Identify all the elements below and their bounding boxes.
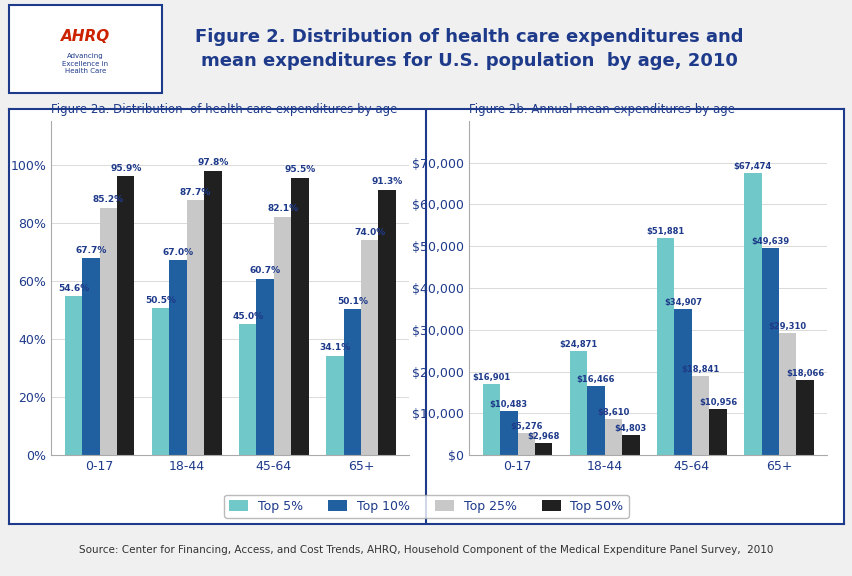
Bar xyxy=(778,333,796,455)
Bar xyxy=(517,433,534,455)
Bar xyxy=(796,380,813,455)
Bar xyxy=(656,238,674,455)
Legend: Top 5%, Top 10%, Top 25%, Top 50%: Top 5%, Top 10%, Top 25%, Top 50% xyxy=(224,495,628,518)
Text: 45.0%: 45.0% xyxy=(232,312,263,321)
Bar xyxy=(482,384,499,455)
Text: $10,483: $10,483 xyxy=(489,400,527,409)
Bar xyxy=(325,356,343,455)
Text: 95.9%: 95.9% xyxy=(110,164,141,173)
Bar xyxy=(674,309,691,455)
Bar xyxy=(343,309,360,455)
Text: 67.7%: 67.7% xyxy=(75,246,106,255)
Text: $18,841: $18,841 xyxy=(681,365,719,374)
Text: $51,881: $51,881 xyxy=(646,228,684,236)
Text: Figure 2b. Annual mean expenditures by age: Figure 2b. Annual mean expenditures by a… xyxy=(469,103,734,116)
Text: $5,276: $5,276 xyxy=(509,422,542,431)
Text: Advancing
Excellence in
Health Care: Advancing Excellence in Health Care xyxy=(62,53,108,74)
Bar xyxy=(360,240,378,455)
Text: $4,803: $4,803 xyxy=(614,424,646,433)
Text: $24,871: $24,871 xyxy=(559,340,597,349)
Text: $2,968: $2,968 xyxy=(527,431,559,441)
Bar xyxy=(604,419,621,455)
Text: 54.6%: 54.6% xyxy=(58,284,89,293)
Text: Figure 2a. Distribution  of health care expenditures by age: Figure 2a. Distribution of health care e… xyxy=(51,103,397,116)
Text: $29,310: $29,310 xyxy=(768,321,806,331)
Text: $16,901: $16,901 xyxy=(472,373,510,382)
Text: 91.3%: 91.3% xyxy=(371,177,402,186)
Bar xyxy=(761,248,778,455)
Text: 60.7%: 60.7% xyxy=(250,266,280,275)
Bar xyxy=(378,190,395,455)
Bar xyxy=(169,260,187,455)
Text: Figure 2. Distribution of health care expenditures and
mean expenditures for U.S: Figure 2. Distribution of health care ex… xyxy=(194,28,743,70)
Text: $67,474: $67,474 xyxy=(733,162,771,171)
Bar xyxy=(117,176,135,455)
FancyBboxPatch shape xyxy=(9,5,162,93)
Text: $16,466: $16,466 xyxy=(576,375,614,384)
Text: 82.1%: 82.1% xyxy=(267,204,298,213)
Text: 34.1%: 34.1% xyxy=(319,343,350,353)
Bar xyxy=(291,177,308,455)
Text: 87.7%: 87.7% xyxy=(180,188,211,197)
Bar xyxy=(691,376,709,455)
Bar xyxy=(152,308,169,455)
Text: $49,639: $49,639 xyxy=(751,237,788,245)
Bar xyxy=(204,171,222,455)
Text: 95.5%: 95.5% xyxy=(284,165,315,174)
Bar xyxy=(100,207,117,455)
Bar xyxy=(239,324,256,455)
Bar xyxy=(256,279,273,455)
Bar xyxy=(82,259,100,455)
Bar xyxy=(621,435,639,455)
Text: 97.8%: 97.8% xyxy=(197,158,228,168)
Text: $34,907: $34,907 xyxy=(664,298,701,307)
Bar xyxy=(709,410,726,455)
Text: 50.5%: 50.5% xyxy=(145,296,176,305)
Bar xyxy=(569,351,586,455)
Bar xyxy=(586,386,604,455)
Text: $8,610: $8,610 xyxy=(596,408,629,417)
Text: 85.2%: 85.2% xyxy=(93,195,124,204)
Text: Source: Center for Financing, Access, and Cost Trends, AHRQ, Household Component: Source: Center for Financing, Access, an… xyxy=(79,545,773,555)
Text: 74.0%: 74.0% xyxy=(354,228,385,237)
Text: AHRQ: AHRQ xyxy=(60,29,110,44)
Bar xyxy=(65,297,82,455)
Bar xyxy=(499,411,517,455)
Text: 67.0%: 67.0% xyxy=(162,248,193,257)
Text: $18,066: $18,066 xyxy=(785,369,823,377)
Bar xyxy=(187,200,204,455)
Text: 50.1%: 50.1% xyxy=(337,297,367,306)
Text: $10,956: $10,956 xyxy=(698,398,736,407)
Bar xyxy=(743,173,761,455)
Bar xyxy=(534,442,552,455)
Bar xyxy=(273,217,291,455)
